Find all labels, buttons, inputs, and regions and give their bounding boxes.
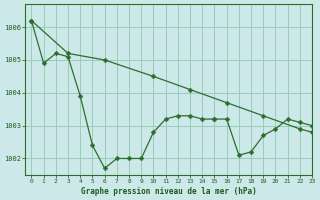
- X-axis label: Graphe pression niveau de la mer (hPa): Graphe pression niveau de la mer (hPa): [81, 187, 257, 196]
